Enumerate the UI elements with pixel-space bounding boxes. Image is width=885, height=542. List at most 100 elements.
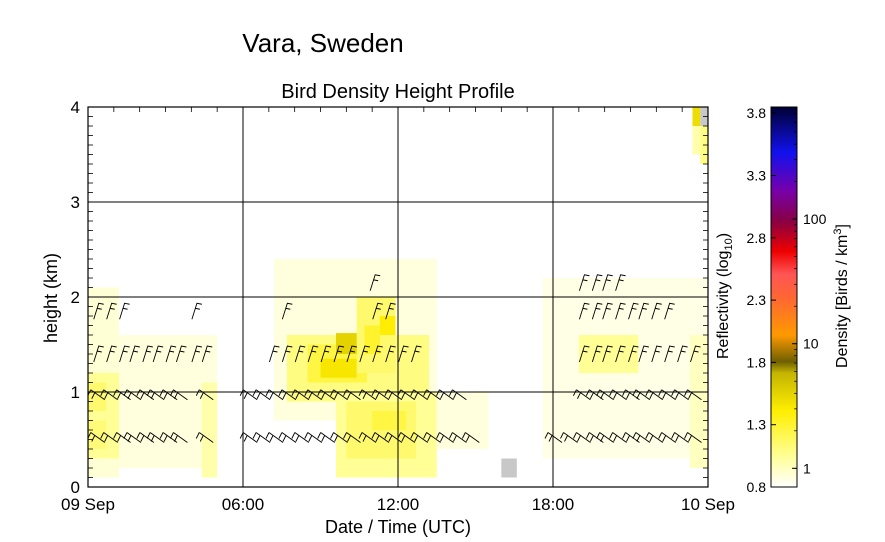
x-axis-label: Date / Time (UTC): [325, 517, 471, 537]
wind-barb: [602, 274, 613, 291]
wind-barb: [591, 302, 603, 320]
wind-barb: [146, 389, 165, 401]
colorbar-left-tick-label: 2.8: [747, 230, 767, 246]
wind-barb: [123, 432, 142, 443]
y-tick-label: 4: [71, 98, 80, 117]
colorbar-right-tick-label: 100: [803, 211, 827, 227]
wind-barb: [423, 432, 441, 443]
wind-barb: [369, 274, 381, 291]
wind-barb: [358, 389, 377, 401]
wind-barb: [268, 345, 280, 363]
colorbar-right-tick-label: 1: [803, 460, 811, 476]
wind-barb: [684, 432, 702, 443]
wind-barb: [690, 345, 701, 363]
colorbar-left-tick-label: 0.8: [747, 479, 767, 495]
heatmap-cell: [201, 382, 218, 478]
wind-barb: [398, 345, 409, 363]
wind-barb: [170, 432, 188, 443]
wind-barb: [330, 432, 348, 443]
wind-barb: [461, 432, 480, 443]
wind-barb: [307, 345, 319, 363]
wind-barbs: [87, 274, 702, 443]
wind-barb: [410, 389, 428, 401]
colorbar-reflectivity-label: Reflectivity (log10): [715, 233, 735, 359]
wind-barb: [146, 432, 165, 443]
wind-barb: [615, 345, 626, 363]
wind-barb: [191, 345, 203, 363]
wind-barb: [573, 432, 591, 443]
wind-barb: [291, 389, 310, 401]
y-tick-label: 3: [71, 193, 80, 212]
x-tick-label: 12:00: [377, 495, 420, 514]
wind-barb: [106, 345, 117, 363]
colorbar-gradient: [770, 106, 798, 488]
wind-barb: [591, 345, 603, 363]
heatmap-cell: [88, 420, 107, 449]
x-tick-label: 10 Sep: [681, 495, 735, 514]
wind-barb: [175, 345, 187, 363]
heatmap-cell: [692, 107, 701, 126]
wind-barb: [544, 432, 563, 443]
wind-barb: [628, 345, 639, 363]
wind-barb: [371, 432, 390, 443]
wind-barb: [385, 345, 396, 363]
wind-barb: [129, 345, 141, 363]
wind-barb: [578, 302, 590, 320]
wind-barb: [628, 302, 639, 320]
wind-barb: [265, 432, 284, 443]
wind-barb: [664, 302, 675, 320]
colorbar: 0.8 1.3 1.8 2.3 2.8 3.3 3.8 1 10 100 Reflectivit…: [715, 105, 851, 495]
wind-barb: [384, 389, 403, 401]
wind-barb: [372, 345, 383, 363]
y-axis-ticks: 0 1 2 3 4: [71, 98, 708, 497]
wind-barb: [602, 345, 613, 363]
wind-barb: [397, 389, 416, 401]
wind-barb: [195, 432, 214, 443]
wind-barb: [651, 302, 662, 320]
wind-barb: [602, 302, 613, 320]
colorbar-reflectivity-ticks: 0.8 1.3 1.8 2.3 2.8 3.3 3.8: [747, 105, 776, 495]
wind-barb: [119, 302, 130, 320]
chart-supertitle: Vara, Sweden: [242, 28, 403, 58]
heatmap-cell: [119, 335, 218, 468]
wind-barb: [294, 345, 306, 363]
wind-barb: [436, 432, 454, 443]
wind-barb: [191, 302, 203, 320]
wind-barb: [684, 389, 702, 401]
colorbar-right-tick-label: 10: [803, 336, 819, 352]
wind-barb: [239, 389, 258, 401]
wind-barb: [596, 432, 614, 443]
wind-barb: [93, 345, 104, 363]
heatmap-cell: [689, 335, 708, 468]
wind-barb: [411, 345, 422, 363]
wind-barb: [93, 302, 104, 320]
wind-barb: [615, 302, 626, 320]
wind-barb: [317, 389, 335, 401]
wind-barb: [330, 389, 348, 401]
wind-barb: [252, 389, 271, 401]
wind-barb: [291, 432, 310, 443]
wind-barb: [304, 389, 323, 401]
plot-area: [87, 106, 709, 488]
wind-barb: [119, 345, 130, 363]
wind-barb: [410, 432, 428, 443]
wind-barb: [664, 345, 675, 363]
wind-barb: [615, 274, 626, 291]
y-tick-label: 2: [71, 288, 80, 307]
heatmap-cell: [364, 325, 380, 354]
wind-barb: [449, 432, 467, 443]
wind-barb: [100, 389, 118, 401]
wind-barb: [560, 432, 578, 443]
wind-barb: [638, 302, 649, 320]
wind-barb: [142, 345, 153, 363]
heatmap-cell: [501, 458, 517, 478]
wind-barb: [281, 345, 293, 363]
heatmap-cell: [336, 333, 362, 354]
wind-barb: [632, 389, 651, 401]
wind-barb: [201, 345, 213, 363]
wind-barb: [423, 389, 441, 401]
x-tick-label: 18:00: [532, 495, 575, 514]
wind-barb: [281, 302, 293, 320]
colorbar-density-ticks: 1 10 100: [792, 113, 827, 476]
wind-barb: [596, 389, 614, 401]
